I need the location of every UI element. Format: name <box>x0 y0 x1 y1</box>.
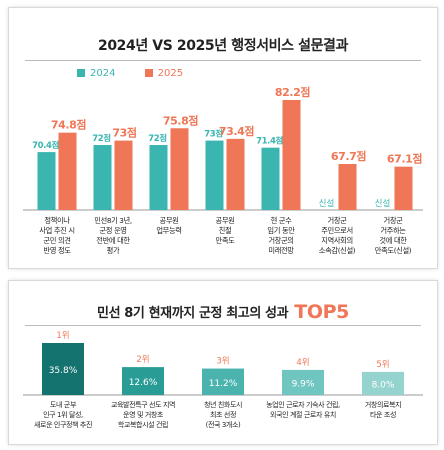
top5-value-label-3: 11.2% <box>209 379 238 389</box>
top5-category-label-1: 새로운 인구정책 추진 <box>34 420 92 429</box>
legend-swatch-2024 <box>77 69 85 77</box>
top5-rank-label-3: 3위 <box>216 357 229 367</box>
bar-2024-4 <box>205 140 224 210</box>
top5-category-label-3: 청년 친화도시 <box>204 400 242 409</box>
top5-category-label-1: 인구 1위 달성, <box>43 410 83 419</box>
top5-value-label-2: 12.6% <box>129 378 158 388</box>
legend-label-2024: 2024 <box>90 68 116 79</box>
top5-category-label-2: 운영 및 거창초 <box>123 410 164 419</box>
category-label-2: 민선8기 3년, <box>94 216 132 225</box>
data-label-2025-3: 75.8점 <box>163 113 198 127</box>
bar-2025-2 <box>114 140 133 210</box>
bar-2025-6 <box>338 164 357 210</box>
category-label-6: 지역사회의 <box>321 236 353 245</box>
data-label-2024-5: 71.4점 <box>256 136 283 147</box>
top5-category-label-4: 외국인 계절 근로자 유치 <box>270 410 336 419</box>
data-label-2025-7: 67.1점 <box>387 152 422 166</box>
category-label-5: 임기 동안 <box>267 226 295 235</box>
data-label-2025-5: 82.2점 <box>275 85 310 99</box>
top5-chart-title: 민선 8기 현재까지 군정 최고의 성과 TOP5 <box>9 301 437 323</box>
data-label-2025-1: 74.8점 <box>51 118 86 132</box>
top5-category-label-1: 도내 군부 <box>50 400 77 409</box>
category-label-4: 친절 <box>219 226 232 235</box>
category-label-3: 공무원 <box>160 216 179 225</box>
data-label-2024-6: 신설 <box>319 198 335 209</box>
top5-rank-label-4: 4위 <box>296 358 309 368</box>
category-label-7: 거창군 <box>384 216 404 225</box>
category-label-2: 군정 운영 <box>99 226 126 235</box>
category-label-3: 업무능력 <box>156 226 181 235</box>
bar-2024-3 <box>149 145 168 210</box>
top5-category-label-2: 학교복합시설 건립 <box>118 420 168 429</box>
data-label-2024-4: 73점 <box>204 129 222 140</box>
bar-2025-3 <box>170 128 189 210</box>
data-label-2024-7: 신설 <box>375 198 391 209</box>
category-label-5: 거창군의 <box>268 236 293 245</box>
legend-swatch-2025 <box>144 69 153 77</box>
data-label-2024-1: 70.4점 <box>32 140 59 151</box>
category-label-5: 미래전망 <box>268 246 294 255</box>
top5-value-label-1: 35.8% <box>49 366 78 376</box>
survey-chart-title: 2024년 VS 2025년 행정서비스 설문결과 <box>97 38 349 54</box>
top5-bar-4 <box>282 369 324 395</box>
survey-chart-card: 2024년 VS 2025년 행정서비스 설문결과 2024 2025 70.4… <box>8 7 438 269</box>
bar-2025-4 <box>226 138 245 210</box>
top5-bar-2 <box>122 367 164 395</box>
data-label-2024-2: 72점 <box>92 133 110 144</box>
legend-item-2024: 2024 <box>77 68 115 79</box>
top5-bar-3 <box>202 368 244 395</box>
bar-2025-1 <box>58 132 77 210</box>
bar-2024-2 <box>93 145 112 210</box>
top5-category-label-5: 거창의료복지 <box>365 400 401 409</box>
top5-bar-1 <box>42 343 84 395</box>
bar-2025-5 <box>282 100 301 210</box>
category-label-2: 전반에 대한 <box>96 236 130 245</box>
top5-title-highlight: TOP5 <box>294 301 349 323</box>
data-label-2025-4: 73.4점 <box>219 124 254 138</box>
data-label-2025-6: 67.7점 <box>331 149 366 163</box>
category-label-5: 현 군수 <box>271 216 293 225</box>
title-divider <box>25 325 421 326</box>
legend-label-2025: 2025 <box>157 68 184 79</box>
top5-bar-5 <box>362 371 404 395</box>
top5-rank-label-5: 5위 <box>376 360 389 370</box>
top5-category-label-3: (전국 3개소) <box>206 420 241 429</box>
data-label-2025-2: 73점 <box>112 126 136 140</box>
bar-2024-5 <box>261 147 280 210</box>
top5-category-label-4: 농업인 근로자 기숙사 건립, <box>266 400 340 409</box>
top5-value-label-5: 8.0% <box>372 380 395 390</box>
top5-category-label-5: 타운 조성 <box>370 410 396 419</box>
category-label-7: 것에 대한 <box>379 236 407 245</box>
category-label-7: 만족도(신설) <box>375 246 412 255</box>
bar-2025-7 <box>394 166 413 210</box>
category-label-1: 정책이나 <box>44 216 70 225</box>
top5-value-label-4: 9.9% <box>292 379 315 389</box>
category-label-6: 소속감(신설) <box>319 246 356 255</box>
chart-legend: 2024 2025 <box>77 68 209 79</box>
category-label-2: 평가 <box>107 246 120 255</box>
title-divider <box>25 60 421 61</box>
category-label-4: 공무원 <box>216 216 235 225</box>
top5-title-text: 민선 8기 현재까지 군정 최고의 성과 <box>97 306 289 321</box>
top5-category-label-3: 최초 선정 <box>210 410 236 419</box>
bar-2024-1 <box>37 152 56 210</box>
category-label-6: 거창군 <box>328 216 348 225</box>
top5-rank-label-1: 1위 <box>56 331 69 341</box>
category-label-1: 군민 의견 <box>43 236 70 245</box>
category-label-1: 반영 정도 <box>43 246 71 255</box>
category-label-6: 주민으로서 <box>321 226 353 235</box>
category-label-7: 거주하는 <box>380 226 406 235</box>
top5-category-label-2: 교육발전특구 선도 지역 <box>111 400 175 409</box>
category-label-4: 만족도 <box>216 236 236 245</box>
data-label-2024-3: 72점 <box>148 133 166 144</box>
legend-item-2025: 2025 <box>144 68 184 79</box>
top5-rank-label-2: 2위 <box>136 355 149 365</box>
category-label-1: 사업 추진 시 <box>39 226 74 235</box>
